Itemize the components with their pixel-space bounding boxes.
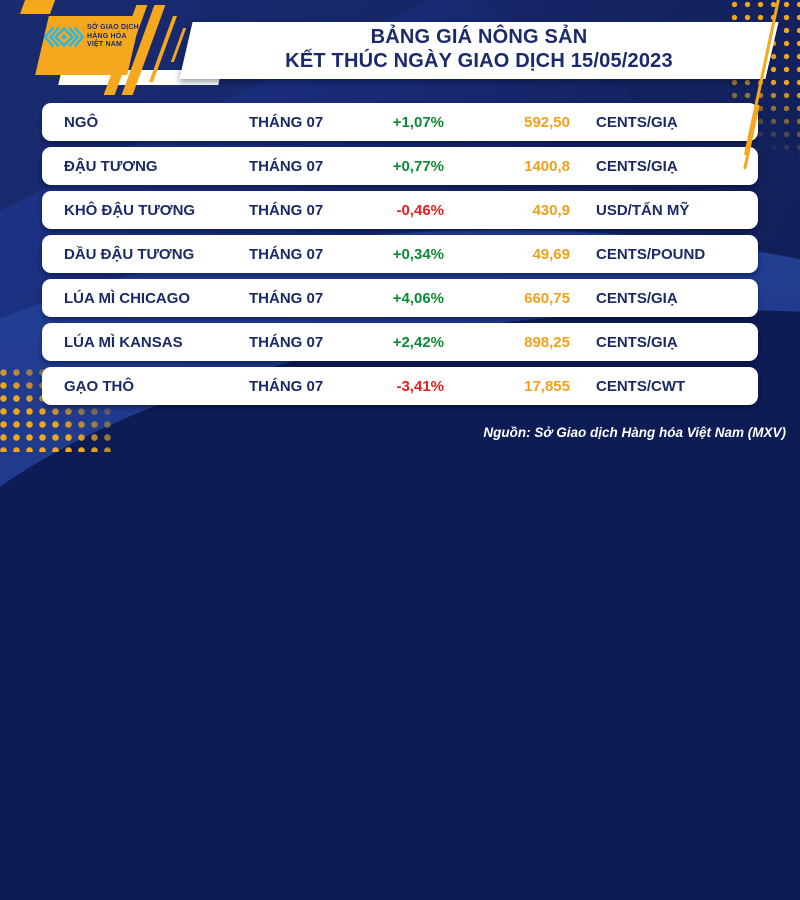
price-value: 430,9: [532, 201, 570, 219]
title-line-2: KẾT THÚC NGÀY GIAO DỊCH 15/05/2023: [285, 50, 673, 72]
table-row: LÚA MÌ CHICAGO THÁNG 07 +4,06% 660,75 CE…: [42, 279, 758, 317]
price-unit: CENTS/GIẠ: [596, 157, 678, 175]
change-percent: +1,07%: [392, 113, 444, 131]
source-caption: Nguồn: Sở Giao dịch Hàng hóa Việt Nam (M…: [483, 425, 786, 440]
logo-text-line3: VIỆT NAM: [87, 41, 123, 49]
table-row: KHÔ ĐẬU TƯƠNG THÁNG 07 -0,46% 430,9 USD/…: [42, 191, 758, 229]
commodity-name: GẠO THÔ: [64, 377, 134, 395]
contract-month: THÁNG 07: [249, 245, 324, 263]
logo-text-line1: SỞ GIAO DỊCH: [87, 24, 139, 32]
contract-month: THÁNG 07: [249, 377, 324, 395]
commodity-name: LÚA MÌ CHICAGO: [64, 289, 191, 307]
change-percent: +4,06%: [392, 289, 444, 307]
price-value: 592,50: [524, 113, 570, 131]
change-percent: -3,41%: [396, 377, 444, 395]
mxv-logo: SỞ GIAO DỊCH HÀNG HÓA VIỆT NAM: [44, 24, 139, 50]
table-row: NGÔ THÁNG 07 +1,07% 592,50 CENTS/GIẠ: [42, 103, 758, 141]
table-row: GẠO THÔ THÁNG 07 -3,41% 17,855 CENTS/CWT: [42, 367, 758, 405]
price-value: 898,25: [524, 333, 570, 351]
change-percent: +0,34%: [392, 245, 444, 263]
price-unit: CENTS/CWT: [596, 377, 686, 395]
price-value: 1400,8: [524, 157, 570, 175]
price-value: 49,69: [532, 245, 570, 263]
change-percent: -0,46%: [396, 201, 444, 219]
price-table: NGÔ THÁNG 07 +1,07% 592,50 CENTS/GIẠ ĐẬU…: [42, 103, 758, 411]
change-percent: +2,42%: [392, 333, 444, 351]
logo-text-line2: HÀNG HÓA: [87, 32, 127, 40]
commodity-name: DẦU ĐẬU TƯƠNG: [64, 245, 195, 263]
commodity-name: KHÔ ĐẬU TƯƠNG: [64, 201, 196, 219]
commodity-name: LÚA MÌ KANSAS: [64, 333, 183, 351]
mxv-diamond-icon: [44, 26, 84, 48]
contract-month: THÁNG 07: [249, 289, 324, 307]
table-row: DẦU ĐẬU TƯƠNG THÁNG 07 +0,34% 49,69 CENT…: [42, 235, 758, 273]
price-unit: USD/TẤN MỸ: [596, 201, 690, 219]
contract-month: THÁNG 07: [249, 201, 324, 219]
commodity-name: NGÔ: [64, 113, 99, 131]
change-percent: +0,77%: [392, 157, 444, 175]
title-line-1: BẢNG GIÁ NÔNG SẢN: [370, 26, 588, 48]
contract-month: THÁNG 07: [249, 157, 324, 175]
price-value: 660,75: [524, 289, 570, 307]
commodity-name: ĐẬU TƯƠNG: [64, 157, 158, 175]
table-row: ĐẬU TƯƠNG THÁNG 07 +0,77% 1400,8 CENTS/G…: [42, 147, 758, 185]
price-unit: CENTS/POUND: [596, 245, 706, 263]
page-title: BẢNG GIÁ NÔNG SẢN KẾT THÚC NGÀY GIAO DỊC…: [186, 25, 772, 73]
price-unit: CENTS/GIẠ: [596, 289, 678, 307]
contract-month: THÁNG 07: [249, 113, 324, 131]
logo-text: SỞ GIAO DỊCH HÀNG HÓA VIỆT NAM: [87, 24, 139, 50]
contract-month: THÁNG 07: [249, 333, 324, 351]
price-unit: CENTS/GIẠ: [596, 113, 678, 131]
price-unit: CENTS/GIẠ: [596, 333, 678, 351]
table-row: LÚA MÌ KANSAS THÁNG 07 +2,42% 898,25 CEN…: [42, 323, 758, 361]
price-value: 17,855: [524, 377, 570, 395]
